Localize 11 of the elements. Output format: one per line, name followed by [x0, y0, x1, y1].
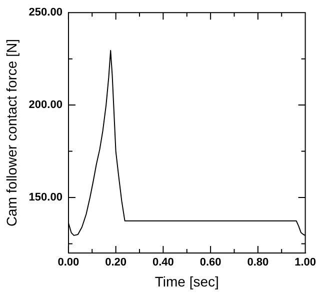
y-tick-label: 200.00 — [28, 99, 62, 112]
x-tick-label: 0.00 — [58, 256, 80, 269]
y-tick-label: 150.00 — [28, 192, 62, 204]
x-tick-label: 1.00 — [294, 256, 316, 269]
x-tick-label: 0.60 — [200, 256, 222, 269]
x-tick-label: 0.20 — [105, 256, 127, 269]
x-tick-label: 0.80 — [247, 256, 269, 269]
x-axis-title: Time [sec] — [154, 273, 219, 290]
y-tick-label: 250.00 — [28, 6, 62, 19]
y-axis-title: Cam follower contact force [N] — [3, 39, 20, 227]
x-tick-label: 0.40 — [152, 256, 174, 269]
